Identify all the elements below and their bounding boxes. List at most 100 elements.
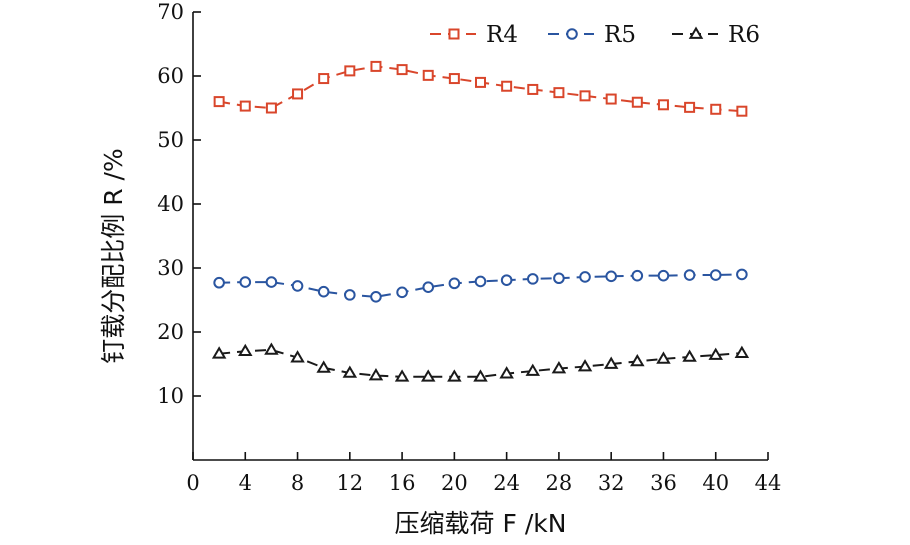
data-point-R6 — [447, 369, 462, 382]
data-point-R4 — [553, 87, 565, 99]
legend-label: R5 — [604, 22, 636, 48]
data-point-R4 — [213, 96, 225, 108]
data-point-R6 — [656, 351, 671, 364]
data-point-R5 — [265, 276, 278, 288]
data-point-R6 — [473, 369, 488, 382]
data-point-R5 — [579, 271, 591, 283]
data-point-R4 — [370, 60, 382, 72]
data-point-R5 — [500, 274, 513, 286]
data-point-R6 — [290, 350, 305, 363]
series-R6 — [211, 342, 750, 382]
data-point-R6 — [734, 345, 750, 358]
data-point-R5 — [448, 277, 461, 290]
data-point-R5 — [422, 281, 435, 294]
y-ticks: 10 20 30 40 50 60 70 — [157, 0, 201, 408]
data-point-R5 — [291, 280, 304, 292]
x-tick-label: 8 — [291, 471, 304, 495]
x-tick-label: 4 — [239, 471, 252, 495]
x-tick-label: 0 — [186, 471, 199, 495]
legend-item-R4: R4 — [430, 22, 518, 48]
data-point-R6 — [551, 361, 567, 374]
data-point-R4 — [736, 105, 748, 117]
data-point-R5 — [239, 276, 252, 288]
data-point-R5 — [657, 269, 670, 282]
y-tick-label: 30 — [157, 256, 184, 280]
data-point-R4 — [344, 65, 356, 77]
x-tick-label: 36 — [650, 471, 677, 495]
legend: R4 R5 R6 — [430, 22, 760, 48]
data-point-R4 — [448, 73, 460, 85]
data-point-R5 — [631, 269, 644, 282]
data-point-R5 — [605, 270, 617, 283]
data-point-R4 — [422, 69, 434, 81]
data-point-R5 — [396, 286, 408, 299]
series-layer — [211, 60, 750, 382]
data-point-R5 — [683, 269, 696, 281]
data-point-R6 — [420, 369, 436, 382]
y-tick-label: 20 — [157, 320, 184, 344]
legend-marker — [688, 26, 704, 39]
legend-item-R6: R6 — [672, 22, 760, 48]
x-tick-label: 20 — [441, 471, 468, 495]
series-line-R6 — [219, 348, 742, 378]
data-point-R5 — [736, 268, 748, 281]
y-tick-label: 40 — [157, 192, 184, 216]
data-point-R6 — [630, 353, 645, 367]
data-point-R4 — [631, 96, 643, 108]
data-point-R6 — [708, 347, 723, 360]
data-point-R4 — [710, 103, 722, 115]
data-point-R4 — [265, 102, 277, 114]
data-point-R4 — [579, 90, 591, 102]
data-point-R4 — [396, 64, 408, 76]
y-axis-title: 钉载分配比例 R /% — [99, 148, 128, 363]
y-tick-label: 10 — [157, 384, 184, 408]
series-line-R5 — [219, 273, 742, 298]
data-point-R5 — [474, 275, 487, 288]
data-point-R4 — [605, 93, 617, 105]
legend-marker — [566, 28, 578, 40]
data-point-R4 — [318, 73, 330, 85]
x-tick-label: 24 — [493, 471, 520, 495]
data-point-R4 — [657, 99, 669, 111]
data-point-R6 — [394, 369, 410, 382]
axes — [192, 12, 768, 461]
data-point-R4 — [527, 83, 539, 95]
legend-label: R4 — [486, 22, 518, 48]
x-axis-title: 压缩载荷 F /kN — [395, 509, 567, 538]
y-tick-label: 70 — [157, 0, 184, 24]
data-point-R5 — [709, 269, 722, 281]
data-point-R6 — [368, 368, 384, 381]
x-tick-label: 32 — [598, 471, 625, 495]
x-tick-label: 44 — [755, 471, 782, 495]
data-point-R5 — [553, 272, 565, 285]
data-point-R6 — [525, 363, 541, 376]
data-point-R4 — [292, 88, 304, 100]
data-point-R6 — [682, 349, 697, 362]
x-tick-label: 28 — [546, 471, 573, 495]
data-point-R4 — [684, 101, 696, 113]
y-tick-label: 60 — [157, 64, 184, 88]
x-tick-label: 16 — [389, 471, 416, 495]
data-point-R5 — [370, 291, 382, 303]
data-point-R6 — [342, 365, 358, 378]
data-point-R6 — [499, 366, 514, 379]
data-point-R6 — [238, 343, 253, 357]
data-point-R4 — [501, 80, 513, 92]
x-tick-label: 40 — [702, 471, 729, 495]
data-point-R6 — [603, 356, 619, 369]
data-point-R5 — [213, 276, 225, 289]
legend-marker — [448, 28, 460, 40]
data-point-R4 — [475, 76, 486, 88]
data-point-R6 — [211, 346, 227, 359]
legend-label: R6 — [728, 22, 760, 48]
series-R5 — [213, 268, 748, 303]
data-point-R5 — [317, 285, 330, 298]
x-ticks: 0 4 8 12 16 20 24 28 32 36 40 44 — [186, 452, 781, 495]
x-tick-label: 12 — [336, 471, 363, 495]
y-tick-label: 50 — [157, 128, 184, 152]
data-point-R5 — [526, 273, 539, 285]
series-R4 — [213, 60, 748, 117]
data-point-R6 — [316, 360, 331, 373]
data-point-R5 — [344, 289, 356, 301]
